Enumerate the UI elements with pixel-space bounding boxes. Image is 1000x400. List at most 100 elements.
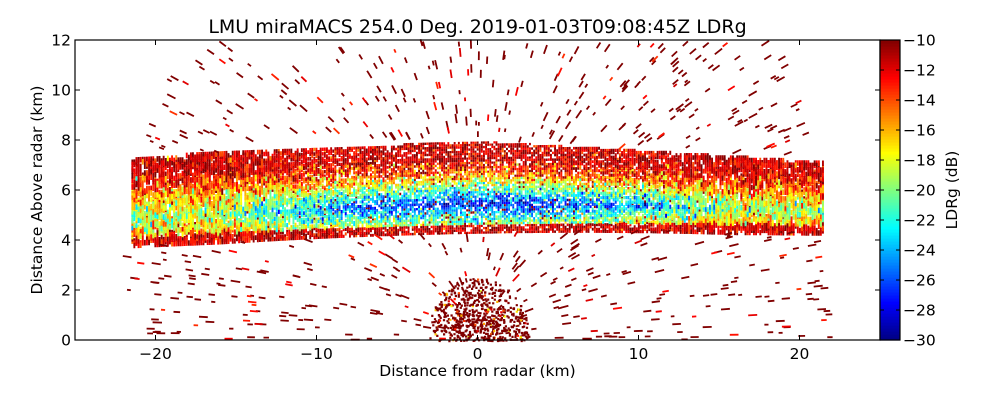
colorbar-segment bbox=[880, 331, 900, 335]
noise-mark bbox=[169, 110, 802, 291]
colorbar-segment bbox=[880, 328, 900, 332]
plot-area bbox=[122, 38, 833, 343]
colorbar-segment bbox=[880, 106, 900, 110]
noise-mark bbox=[253, 98, 259, 102]
colorbar-ticks: −10 −12 −14 −16 −18 −20 −22 −24 −26 −28 −30 bbox=[880, 32, 936, 350]
colorbar-segment bbox=[880, 292, 900, 296]
noise-mark bbox=[458, 47, 556, 247]
colorbar-segment bbox=[880, 133, 900, 137]
noise-mark bbox=[228, 249, 386, 256]
ldr-cell bbox=[131, 178, 824, 232]
colorbar-segment bbox=[880, 145, 900, 149]
noise-mark bbox=[634, 239, 643, 245]
colorbar-segment bbox=[880, 61, 900, 65]
noise-mark bbox=[655, 310, 662, 313]
colorbar-segment bbox=[880, 199, 900, 203]
noise-mark bbox=[651, 55, 659, 63]
colorbar-segment bbox=[880, 178, 900, 182]
colorbar-tick-label: −10 bbox=[903, 32, 936, 50]
colorbar-segment bbox=[880, 184, 900, 188]
ldr-cell bbox=[133, 141, 824, 247]
y-tick-label: 10 bbox=[51, 82, 71, 100]
colorbar bbox=[879, 39, 901, 341]
colorbar-segment bbox=[880, 181, 900, 185]
colorbar-segment bbox=[880, 118, 900, 122]
noise-mark bbox=[134, 123, 712, 306]
colorbar-segment bbox=[880, 268, 900, 272]
colorbar-segment bbox=[880, 109, 900, 113]
noise-mark bbox=[583, 284, 588, 288]
colorbar-segment bbox=[880, 40, 900, 44]
ldr-cell bbox=[131, 141, 824, 248]
colorbar-segment bbox=[880, 136, 900, 140]
noise-mark bbox=[286, 81, 442, 284]
noise-mark bbox=[590, 43, 641, 333]
colorbar-segment bbox=[880, 211, 900, 215]
noise-mark bbox=[591, 253, 596, 258]
colorbar-segment bbox=[880, 103, 900, 107]
colorbar-segment bbox=[880, 100, 900, 104]
colorbar-tick-label: −20 bbox=[903, 182, 936, 200]
colorbar-segment bbox=[880, 130, 900, 134]
noise-mark bbox=[154, 86, 519, 141]
colorbar-segment bbox=[880, 157, 900, 161]
noise-mark bbox=[300, 76, 791, 241]
noise-mark bbox=[122, 38, 833, 341]
colorbar-segment bbox=[880, 202, 900, 206]
noise-mark bbox=[585, 298, 594, 302]
colorbar-segment bbox=[880, 97, 900, 101]
colorbar-segment bbox=[880, 175, 900, 179]
x-tick-label: 20 bbox=[790, 345, 810, 363]
colorbar-segment bbox=[880, 274, 900, 278]
colorbar-segment bbox=[880, 250, 900, 254]
chart-title: LMU miraMACS 254.0 Deg. 2019-01-03T09:08… bbox=[208, 16, 746, 38]
noise-mark bbox=[612, 94, 718, 310]
colorbar-segment bbox=[880, 73, 900, 77]
noise-mark bbox=[137, 142, 776, 313]
ldr-cell bbox=[382, 195, 550, 213]
colorbar-tick-label: −30 bbox=[903, 332, 936, 350]
y-tick-label: 4 bbox=[61, 232, 71, 250]
colorbar-segment bbox=[880, 64, 900, 68]
colorbar-segment bbox=[880, 262, 900, 266]
colorbar-segment bbox=[880, 265, 900, 269]
colorbar-segment bbox=[880, 337, 900, 341]
colorbar-tick-label: −18 bbox=[903, 152, 936, 170]
colorbar-segment bbox=[880, 307, 900, 311]
noise-mark bbox=[649, 42, 655, 48]
noise-mark bbox=[332, 76, 626, 150]
colorbar-segment bbox=[880, 115, 900, 119]
colorbar-segment bbox=[880, 286, 900, 290]
noise-mark bbox=[264, 260, 269, 263]
colorbar-segment bbox=[880, 310, 900, 314]
noise-mark bbox=[438, 292, 443, 296]
y-tick-label: 2 bbox=[61, 282, 71, 300]
colorbar-segment bbox=[880, 322, 900, 326]
colorbar-segment bbox=[880, 172, 900, 176]
noise-mark bbox=[270, 48, 397, 81]
colorbar-segment bbox=[880, 139, 900, 143]
colorbar-segment bbox=[880, 112, 900, 116]
noise-mark bbox=[361, 97, 367, 104]
colorbar-segment bbox=[880, 253, 900, 257]
colorbar-segment bbox=[880, 169, 900, 173]
colorbar-segment bbox=[880, 280, 900, 284]
colorbar-segment bbox=[880, 283, 900, 287]
colorbar-segment bbox=[880, 58, 900, 62]
colorbar-segment bbox=[880, 289, 900, 293]
ldr-cell bbox=[131, 141, 824, 249]
noise-mark bbox=[435, 81, 439, 90]
noise-mark bbox=[404, 99, 802, 309]
colorbar-segment bbox=[880, 334, 900, 338]
noise-mark bbox=[349, 101, 354, 106]
x-axis-label: Distance from radar (km) bbox=[379, 362, 575, 380]
colorbar-segment bbox=[880, 190, 900, 194]
colorbar-segment bbox=[880, 166, 900, 170]
noise-mark bbox=[815, 255, 823, 259]
noise-mark bbox=[390, 66, 490, 340]
colorbar-segment bbox=[880, 208, 900, 212]
colorbar-segment bbox=[880, 244, 900, 248]
colorbar-segment bbox=[880, 325, 900, 329]
ldr-cell bbox=[233, 187, 820, 224]
noise-mark bbox=[312, 130, 317, 135]
